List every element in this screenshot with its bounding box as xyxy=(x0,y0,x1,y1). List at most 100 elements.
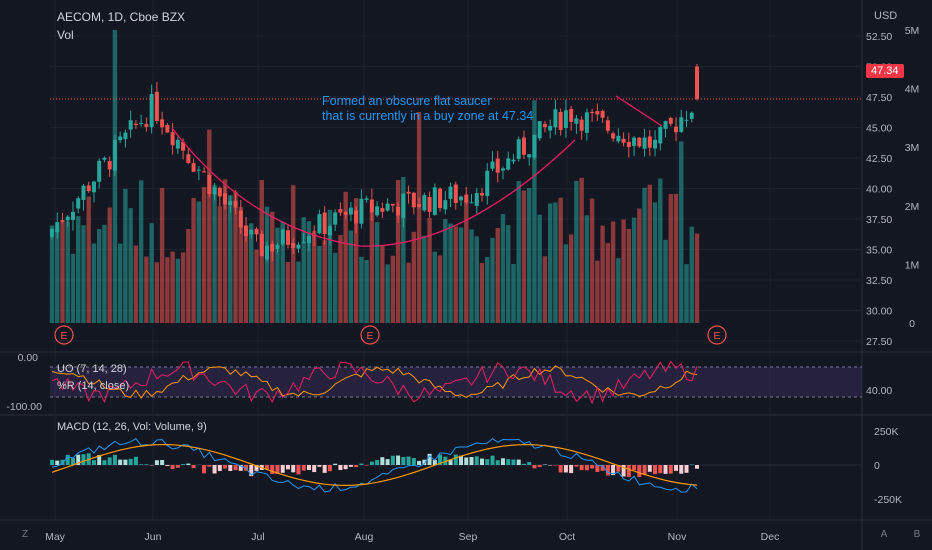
macd-histogram-bar xyxy=(537,465,542,467)
volume-bar xyxy=(631,217,637,323)
auto-scale-button[interactable]: A xyxy=(880,529,888,540)
macd-histogram-bar xyxy=(380,457,385,465)
macd-histogram-bar xyxy=(118,459,123,465)
macd-histogram-bar xyxy=(485,459,490,465)
macd-histogram-bar xyxy=(438,454,443,465)
candle-body xyxy=(275,244,280,249)
macd-histogram-bar xyxy=(65,454,70,465)
candle-body xyxy=(102,157,107,160)
macd-histogram-bar xyxy=(139,464,144,465)
candle-body xyxy=(97,160,102,182)
macd-histogram-bar xyxy=(112,454,117,465)
candle-body xyxy=(170,132,175,146)
macd-histogram-bar xyxy=(527,461,532,465)
volume-bar xyxy=(212,184,217,323)
candle-body xyxy=(217,187,222,197)
macd-histogram-bar xyxy=(217,465,222,472)
time-tick-label: Jul xyxy=(251,531,264,543)
macd-histogram-bar xyxy=(97,455,102,465)
oscillator-tick-right: 40.00 xyxy=(866,385,892,397)
macd-histogram-bar xyxy=(301,465,306,471)
volume-bar xyxy=(390,255,396,323)
candle-body xyxy=(500,168,505,171)
macd-histogram-bar xyxy=(563,465,568,473)
macd-histogram-bar xyxy=(574,465,579,467)
candle-body xyxy=(480,193,484,196)
volume-bar xyxy=(306,221,312,323)
volume-bar xyxy=(123,188,128,323)
symbol-title[interactable]: AECOM, 1D, Cboe BZX xyxy=(57,10,186,24)
macd-histogram-bar xyxy=(186,463,191,465)
macd-histogram-bar xyxy=(642,465,647,475)
macd-histogram-bar xyxy=(317,465,322,467)
uo-title[interactable]: UO (7, 14, 28) xyxy=(57,363,127,375)
candle-body xyxy=(76,198,81,209)
candle-body xyxy=(600,110,605,118)
zoom-button[interactable]: Z xyxy=(21,529,29,540)
log-scale-button[interactable]: B xyxy=(913,529,921,540)
candle-body xyxy=(212,187,217,195)
macd-histogram-bar xyxy=(70,458,75,465)
saucer-curve xyxy=(171,127,576,247)
macd-histogram-bar xyxy=(611,465,616,476)
macd-histogram-bar xyxy=(516,459,521,465)
volume-bar xyxy=(117,243,123,323)
earnings-event-marker xyxy=(707,325,727,345)
volume-bar xyxy=(500,214,506,323)
candle-body xyxy=(270,243,275,252)
saucer-handle xyxy=(615,95,663,127)
macd-histogram-bar xyxy=(595,465,600,472)
macd-histogram-bar xyxy=(616,465,621,472)
volume-bar xyxy=(642,187,647,323)
candle-body xyxy=(695,66,699,99)
volume-bar xyxy=(464,200,469,323)
macd-histogram-bar xyxy=(396,455,401,465)
earnings-event-label: E xyxy=(713,330,720,342)
volume-bar xyxy=(584,215,590,323)
macd-histogram-bar xyxy=(600,465,605,471)
volume-bar xyxy=(186,228,191,323)
macd-histogram-bar xyxy=(133,456,138,465)
candle-body xyxy=(254,228,259,235)
macd-histogram-bar xyxy=(464,457,469,465)
candles xyxy=(50,64,699,262)
wr-title[interactable]: %R (14, close) xyxy=(57,380,130,392)
macd-title[interactable]: MACD (12, 26, Vol: Volume, 9) xyxy=(57,421,207,433)
volume-tick-label: 0 xyxy=(909,318,915,330)
candle-body xyxy=(181,141,186,151)
volume-bar xyxy=(521,190,527,323)
candle-body xyxy=(553,109,558,128)
candle-body xyxy=(432,187,437,215)
volume-bar xyxy=(285,261,291,323)
volume-bar xyxy=(652,202,658,323)
macd-histogram-bar xyxy=(233,465,238,471)
candle-body xyxy=(317,214,322,234)
candle-body xyxy=(207,174,212,194)
macd-histogram-bar xyxy=(626,465,631,477)
candle-body xyxy=(569,109,574,122)
candle-body xyxy=(322,212,327,234)
candle-body xyxy=(495,158,500,173)
macd-histogram-bar xyxy=(500,458,505,465)
volume-bar xyxy=(406,262,411,323)
candle-body xyxy=(406,191,411,194)
macd-histogram-bar xyxy=(265,465,269,470)
candle-body xyxy=(285,230,290,245)
volume-bar xyxy=(401,176,406,323)
volume-bar xyxy=(616,258,621,323)
volume-bar xyxy=(526,188,532,323)
macd-histogram-bar xyxy=(306,465,311,471)
candle-body xyxy=(233,200,238,208)
candle-body xyxy=(511,159,516,162)
candle-body xyxy=(453,184,458,203)
macd-histogram-bar xyxy=(223,465,228,469)
candle-body xyxy=(469,202,474,204)
candle-body xyxy=(385,203,390,211)
macd-histogram-bar xyxy=(658,465,663,474)
annotation-line-2: that is currently in a buy zone at 47.34 xyxy=(322,109,534,123)
volume-bar xyxy=(359,256,364,323)
macd-histogram-bar xyxy=(202,465,207,474)
candle-body xyxy=(579,119,584,131)
macd-histogram-bar xyxy=(663,465,668,474)
